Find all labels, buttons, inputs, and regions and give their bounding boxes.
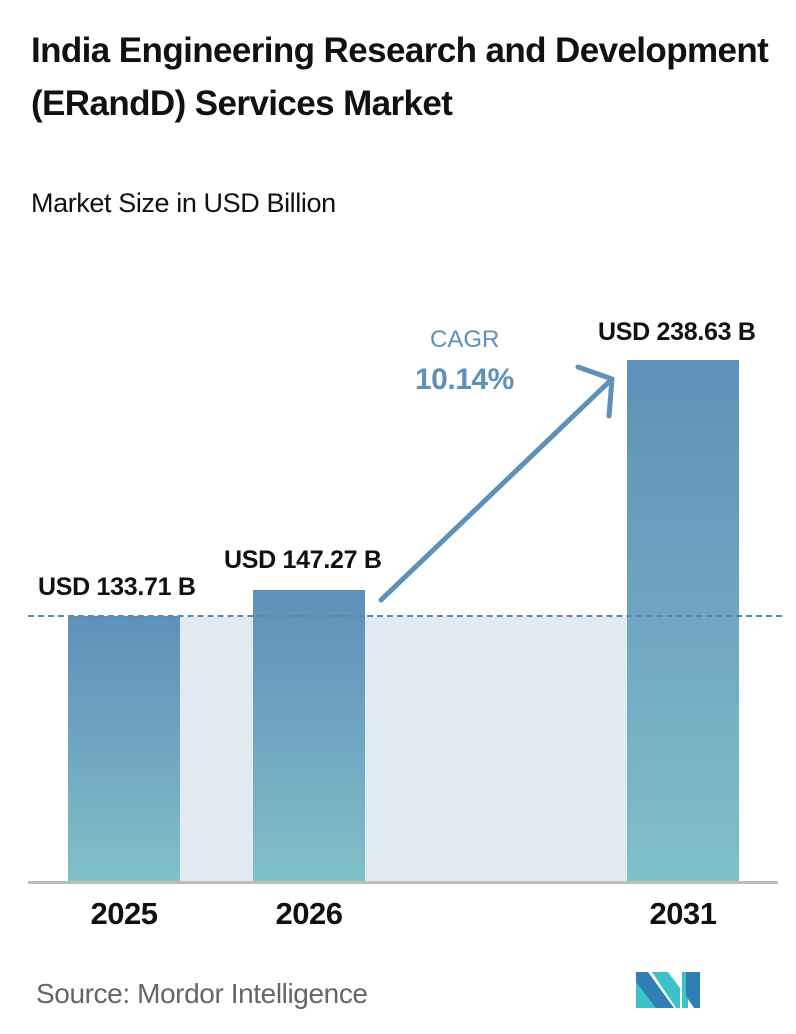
x-axis-line [28, 881, 778, 884]
value-label-2026: USD 147.27 B [224, 546, 382, 574]
bar-2031 [627, 360, 739, 882]
bar-2026 [253, 590, 365, 882]
chart-title: India Engineering Research and Developme… [31, 31, 769, 123]
x-tick-2031: 2031 [649, 896, 717, 931]
cagr-label: CAGR [430, 326, 500, 353]
value-label-2031: USD 238.63 B [598, 318, 756, 346]
value-label-2025: USD 133.71 B [38, 573, 196, 601]
cagr-value: 10.14% [415, 363, 514, 396]
x-tick-2026: 2026 [275, 896, 343, 931]
mordor-intelligence-logo-icon [636, 972, 700, 1008]
reference-dashed-line [28, 615, 782, 617]
x-tick-2025: 2025 [90, 896, 158, 931]
bar-2025 [68, 616, 180, 882]
chart-subtitle: Market Size in USD Billion [31, 188, 336, 218]
source-note: Source: Mordor Intelligence [36, 978, 368, 1009]
